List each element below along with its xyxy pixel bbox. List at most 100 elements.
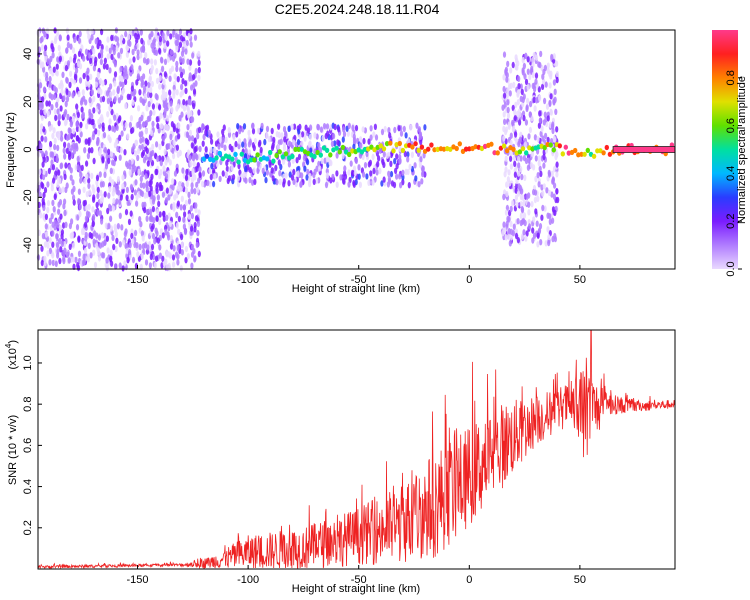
spectrogram-cell bbox=[365, 173, 369, 180]
spectrogram-cell bbox=[58, 55, 63, 62]
spectrogram-cell bbox=[75, 125, 79, 133]
spectrogram-y-tick-label: -20 bbox=[22, 189, 34, 205]
spectrogram-cell bbox=[180, 111, 184, 118]
spectrogram-cell bbox=[146, 244, 150, 251]
spectrogram-cell bbox=[291, 157, 295, 164]
spectrogram-cell bbox=[43, 49, 47, 57]
spectrogram-cell bbox=[182, 216, 186, 223]
spectrogram-cell bbox=[542, 162, 546, 169]
spectrogram-cell bbox=[516, 237, 521, 244]
spectrogram-cell bbox=[87, 81, 91, 88]
spectrogram-cell bbox=[88, 189, 92, 196]
spectrogram-cell bbox=[175, 89, 179, 96]
spectrogram-cell bbox=[91, 118, 95, 126]
spectrogram-cell bbox=[374, 134, 379, 141]
spectrogram-cell bbox=[290, 174, 295, 181]
spectrogram-cell bbox=[555, 76, 559, 84]
spectrogram-cell bbox=[507, 228, 511, 235]
spectrogram-cell bbox=[66, 34, 70, 41]
spectrogram-cell bbox=[189, 160, 193, 167]
colorbar-tick-label: 0.0 bbox=[725, 261, 737, 276]
spectrogram-cell bbox=[93, 261, 98, 269]
spectrogram-cell bbox=[288, 171, 292, 178]
snr-multiplier: (x104) bbox=[4, 340, 19, 370]
spectrogram-cell bbox=[167, 212, 171, 219]
spectrogram-cell bbox=[322, 123, 327, 130]
spectrogram-cell bbox=[62, 95, 66, 102]
spectrogram-cell bbox=[131, 167, 135, 174]
spectrogram-cell bbox=[56, 248, 60, 255]
spectrogram-cell bbox=[552, 53, 556, 60]
spectrogram-cell bbox=[319, 126, 323, 133]
spectrogram-cell bbox=[70, 133, 74, 140]
spectrogram-cell bbox=[201, 123, 205, 130]
spectrogram-cell bbox=[171, 178, 175, 185]
spectrogram-cell bbox=[555, 188, 559, 195]
spectrogram-cell bbox=[113, 223, 117, 230]
spectrogram-cell bbox=[178, 149, 182, 157]
spectrogram-cell bbox=[80, 106, 84, 113]
spectrogram-cell bbox=[61, 71, 65, 79]
spectrogram-cell bbox=[180, 83, 184, 91]
spectrogram-cell bbox=[190, 142, 194, 149]
spectrogram-cell bbox=[159, 169, 163, 176]
spectrogram-cell bbox=[156, 122, 160, 130]
spectrogram-cell bbox=[81, 89, 85, 96]
spectrogram-cell bbox=[519, 201, 523, 208]
spectrogram-cell bbox=[546, 226, 550, 233]
spectrogram-cell bbox=[270, 127, 274, 135]
spectrogram-cell bbox=[516, 155, 521, 163]
spectrogram-signal-mark bbox=[576, 152, 581, 158]
spectrogram-cell bbox=[304, 124, 308, 131]
spectrogram-cell bbox=[186, 124, 190, 131]
spectrogram-cell bbox=[530, 65, 534, 73]
spectrogram-cell bbox=[54, 260, 58, 268]
spectrogram-signal-mark bbox=[201, 156, 207, 162]
spectrogram-cell bbox=[555, 171, 559, 178]
spectrogram-cell bbox=[40, 245, 44, 252]
spectrogram-cell bbox=[521, 218, 525, 225]
spectrogram-cell bbox=[51, 259, 55, 267]
spectrogram-cell bbox=[185, 131, 189, 138]
spectrogram-cell bbox=[96, 72, 100, 79]
spectrogram-cell bbox=[138, 216, 142, 223]
spectrogram-cell bbox=[543, 97, 547, 105]
spectrogram-cell bbox=[55, 101, 59, 109]
spectrogram-cell bbox=[147, 81, 151, 89]
spectrogram-cell bbox=[87, 203, 91, 211]
spectrogram-signal-mark bbox=[557, 143, 562, 149]
colorbar-tick-label: 0.2 bbox=[725, 214, 737, 229]
spectrogram-cell bbox=[168, 188, 172, 195]
spectrogram-cell bbox=[509, 132, 513, 139]
spectrogram-cell bbox=[67, 142, 71, 149]
spectrogram-cell bbox=[90, 34, 94, 41]
spectrogram-cell bbox=[504, 234, 508, 241]
spectrogram-cell bbox=[513, 114, 517, 122]
spectrogram-cell bbox=[341, 152, 345, 160]
spectrogram-cell bbox=[128, 242, 132, 249]
spectrogram-cell bbox=[153, 238, 157, 245]
spectrogram-cell bbox=[51, 252, 55, 259]
spectrogram-cell bbox=[516, 99, 520, 106]
spectrogram-y-tick-label: -40 bbox=[22, 237, 34, 253]
spectrogram-cell bbox=[172, 29, 176, 36]
spectrogram-cell bbox=[244, 148, 248, 155]
spectrogram-cell bbox=[148, 76, 152, 83]
spectrogram-cell bbox=[178, 181, 182, 189]
spectrogram-cell bbox=[176, 259, 180, 266]
spectrogram-cell bbox=[533, 105, 537, 112]
spectrogram-cell bbox=[152, 253, 156, 261]
spectrogram-cell bbox=[187, 135, 192, 142]
spectrogram-cell bbox=[101, 80, 105, 87]
spectrogram-cell bbox=[160, 262, 164, 269]
spectrogram-cell bbox=[546, 67, 550, 75]
spectrogram-cell bbox=[168, 159, 172, 166]
spectrogram-cell bbox=[171, 184, 175, 191]
spectrogram-cell bbox=[531, 57, 535, 64]
spectrogram-cell bbox=[141, 235, 145, 242]
spectrogram-cell bbox=[208, 167, 212, 175]
spectrogram-cell bbox=[159, 123, 164, 130]
spectrogram-cell bbox=[142, 57, 147, 64]
spectrogram-cell bbox=[181, 89, 185, 96]
